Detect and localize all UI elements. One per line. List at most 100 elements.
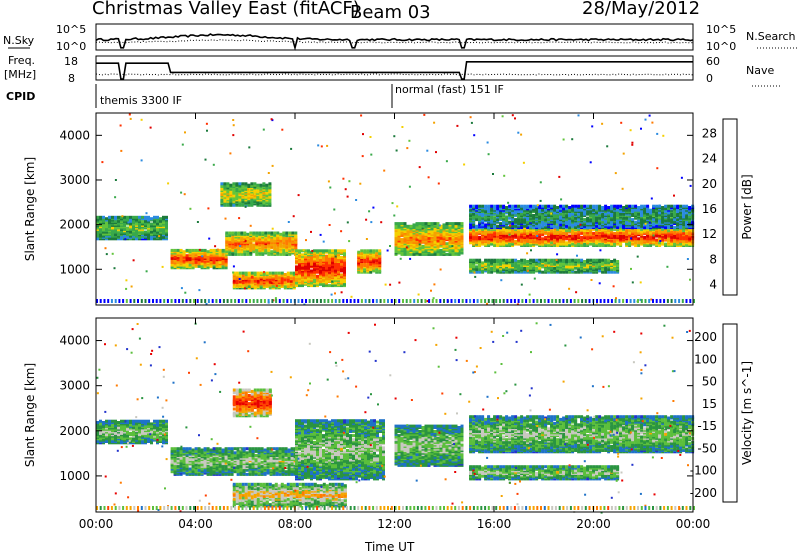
noise-point xyxy=(231,232,233,234)
heatmap-cell xyxy=(410,225,413,228)
heatmap-cell xyxy=(229,190,232,193)
heatmap-cell xyxy=(559,205,562,208)
heatmap-cell xyxy=(295,271,298,274)
heatmap-cell xyxy=(281,277,284,280)
heatmap-cell xyxy=(366,264,369,267)
heatmap-cell xyxy=(138,216,141,219)
noise-point xyxy=(556,253,558,255)
heatmap-cell xyxy=(496,205,499,208)
nave-tick-low: 0 xyxy=(706,72,713,85)
heatmap-cell xyxy=(183,250,186,253)
heatmap-cell xyxy=(493,218,496,221)
heatmap-cell xyxy=(334,282,337,285)
heatmap-cell xyxy=(237,250,240,253)
heatmap-cell xyxy=(431,230,434,233)
nave-tick-high: 60 xyxy=(706,55,720,68)
heatmap-cell xyxy=(310,261,313,264)
heatmap-cell xyxy=(661,206,664,209)
heatmap-cell xyxy=(252,244,255,247)
heatmap-cell xyxy=(363,260,366,263)
heatmap-cell xyxy=(601,221,604,224)
heatmap-cell xyxy=(574,205,577,208)
heatmap-cell xyxy=(281,272,284,275)
heatmap-cell xyxy=(673,211,676,214)
heatmap-cell xyxy=(141,216,144,219)
heatmap-cell xyxy=(102,216,105,219)
heatmap-cell xyxy=(622,235,625,238)
heatmap-cell xyxy=(550,241,553,244)
heatmap-cell xyxy=(547,205,550,208)
heatmap-cell xyxy=(679,205,682,208)
heatmap-cell xyxy=(325,267,328,270)
heatmap-cell xyxy=(256,186,259,189)
heatmap-cell xyxy=(580,259,583,262)
heatmap-cell xyxy=(198,256,201,259)
heatmap-cell xyxy=(553,232,556,235)
heatmap-cell xyxy=(114,216,117,219)
heatmap-cell xyxy=(532,263,535,266)
heatmap-cell xyxy=(562,214,565,217)
heatmap-cell xyxy=(186,249,189,252)
heatmap-cell xyxy=(440,249,443,252)
heatmap-cell xyxy=(135,237,138,240)
heatmap-cell xyxy=(673,205,676,208)
heatmap-cell xyxy=(298,271,301,274)
heatmap-cell xyxy=(366,249,369,252)
heatmap-cell xyxy=(505,229,508,232)
heatmap-cell xyxy=(268,200,271,203)
heatmap-cell xyxy=(685,214,688,217)
heatmap-cell xyxy=(511,237,514,240)
heatmap-cell xyxy=(235,182,238,185)
heatmap-cell xyxy=(628,222,631,225)
heatmap-cell xyxy=(607,206,610,209)
heatmap-cell xyxy=(328,249,331,252)
heatmap-cell xyxy=(236,284,239,287)
heatmap-cell xyxy=(550,229,553,232)
heatmap-cell xyxy=(276,232,279,235)
heatmap-cell xyxy=(628,215,631,218)
heatmap-cell xyxy=(162,216,165,219)
heatmap-cell xyxy=(688,215,691,218)
heatmap-cell xyxy=(682,232,685,235)
heatmap-cell xyxy=(505,206,508,209)
heatmap-cell xyxy=(440,237,443,240)
heatmap-cell xyxy=(592,205,595,208)
heatmap-cell xyxy=(592,209,595,212)
heatmap-cell xyxy=(484,259,487,262)
heatmap-cell xyxy=(282,250,285,253)
heatmap-cell xyxy=(242,277,245,280)
heatmap-cell xyxy=(162,236,165,239)
heatmap-cell xyxy=(520,264,523,267)
heatmap-cell xyxy=(285,234,288,237)
heatmap-cell xyxy=(340,273,343,276)
heatmap-cell xyxy=(287,280,290,283)
heatmap-cell xyxy=(556,209,559,212)
heatmap-cell xyxy=(461,236,464,239)
heatmap-cell xyxy=(238,202,241,205)
noise-point xyxy=(599,282,601,284)
heatmap-cell xyxy=(159,229,162,232)
heatmap-cell xyxy=(316,279,319,282)
heatmap-cell xyxy=(517,215,520,218)
heatmap-cell xyxy=(313,279,316,282)
heatmap-cell xyxy=(661,239,664,242)
heatmap-cell xyxy=(481,205,484,208)
heatmap-cell xyxy=(583,243,586,246)
heatmap-cell xyxy=(265,186,268,189)
heatmap-cell xyxy=(216,261,219,264)
heatmap-cell xyxy=(631,213,634,216)
heatmap-cell xyxy=(232,182,235,185)
heatmap-cell xyxy=(165,216,168,219)
heatmap-cell xyxy=(325,277,328,280)
heatmap-cell xyxy=(295,249,298,252)
heatmap-cell xyxy=(247,184,250,187)
heatmap-cell xyxy=(231,237,234,240)
heatmap-cell xyxy=(562,223,565,226)
heatmap-cell xyxy=(219,249,222,252)
heatmap-cell xyxy=(514,264,517,267)
heatmap-cell xyxy=(213,260,216,263)
heatmap-cell xyxy=(210,254,213,257)
heatmap-cell xyxy=(434,222,437,225)
heatmap-cell xyxy=(150,228,153,231)
heatmap-cell xyxy=(490,219,493,222)
